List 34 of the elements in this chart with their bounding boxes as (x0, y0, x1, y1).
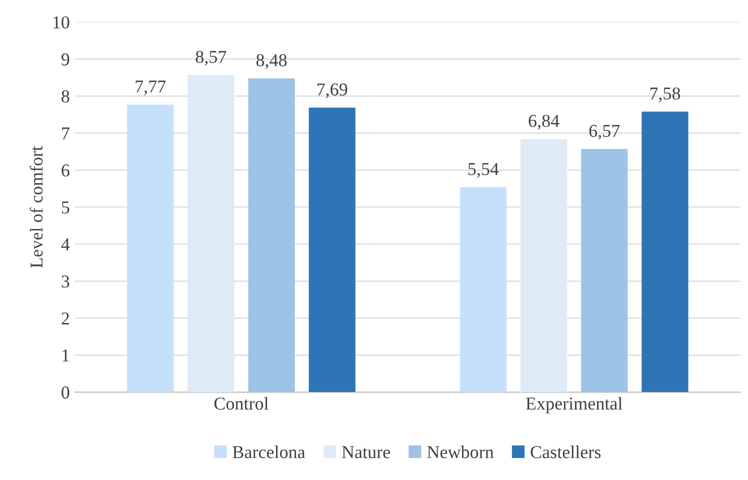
y-tick-label: 10 (53, 16, 70, 29)
data-label: 7,58 (650, 87, 680, 102)
y-tick-label: 1 (62, 349, 69, 362)
data-label: 5,54 (468, 163, 499, 178)
bar (127, 104, 174, 392)
legend-label: Barcelona (232, 446, 306, 458)
data-label: 6,84 (528, 114, 560, 130)
y-tick-label: 9 (61, 53, 70, 66)
data-label: 8,57 (196, 50, 226, 66)
y-tick-label: 7 (62, 128, 70, 140)
bar (581, 149, 628, 392)
data-label: 7,77 (136, 80, 166, 96)
bar (642, 112, 688, 392)
data-label: 6,57 (589, 124, 620, 140)
y-tick-label: 4 (61, 238, 70, 250)
y-tick-label: 3 (62, 275, 70, 288)
legend-label: Castellers (530, 446, 601, 458)
bar (188, 75, 234, 392)
legend-label: Newborn (427, 446, 494, 458)
legend-label: Nature (342, 446, 390, 458)
y-tick-label: 6 (62, 164, 70, 177)
x-tick-label: Control (214, 397, 268, 410)
data-label: 7,69 (317, 83, 348, 98)
bar (308, 108, 356, 392)
y-tick-label: 5 (62, 202, 70, 214)
data-label: 8,48 (256, 54, 287, 69)
bar (248, 78, 295, 392)
bar (520, 139, 568, 392)
y-tick-label: 0 (62, 386, 70, 399)
bar (460, 187, 507, 392)
y-axis-title: Level of comfort (30, 146, 43, 268)
y-tick-label: 8 (62, 90, 70, 103)
x-tick-label: Experimental (526, 397, 622, 414)
y-tick-label: 2 (62, 312, 69, 324)
